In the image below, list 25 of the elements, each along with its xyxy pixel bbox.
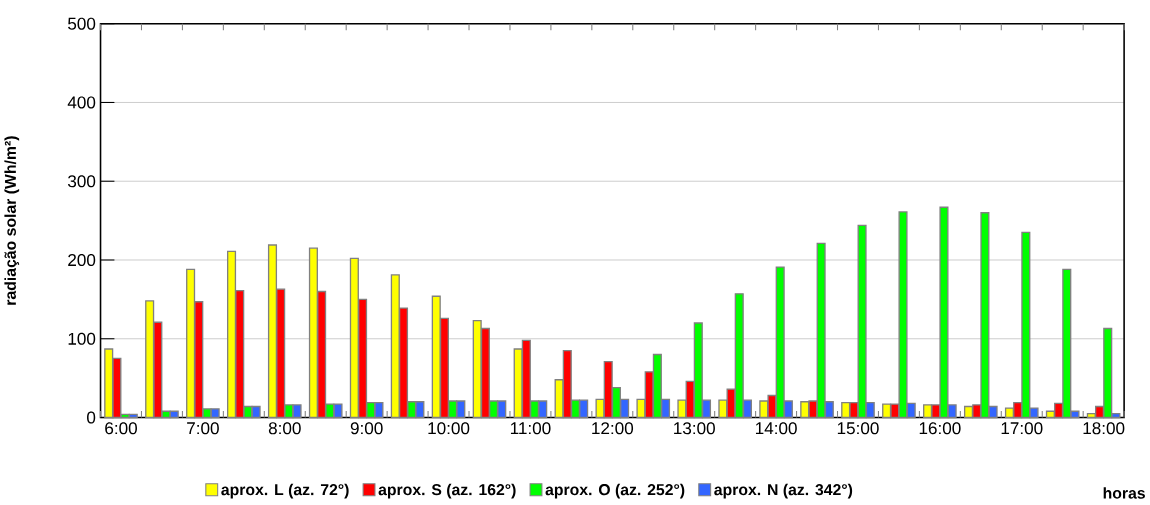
x-tick-label: 7:00 <box>187 421 219 435</box>
legend-label: aprox. S (az. 162°) <box>378 483 516 499</box>
legend-label: aprox. O (az. 252°) <box>545 483 685 499</box>
x-tick-label: 13:00 <box>674 421 715 435</box>
x-tick-label: 6:00 <box>105 421 137 435</box>
y-tick-label: 0 <box>87 411 96 424</box>
y-tick-label: 500 <box>68 17 96 30</box>
y-tick-label: 300 <box>67 174 96 188</box>
x-tick-label: 17:00 <box>1001 421 1043 435</box>
y-tick-label: 400 <box>67 96 96 109</box>
x-tick-label: 16:00 <box>919 421 961 435</box>
x-tick-label: 9:00 <box>350 421 383 435</box>
x-tick-label: 14:00 <box>755 421 797 435</box>
x-tick-label: 11:00 <box>510 421 551 435</box>
y-axis-title: radiação solar (Wh/m²) <box>4 136 20 305</box>
x-tick-label: 15:00 <box>837 421 879 435</box>
y-tick-label: 200 <box>68 253 96 266</box>
legend-label: aprox. N (az. 342°) <box>714 483 853 499</box>
y-tick-label: 100 <box>68 332 96 345</box>
legend-label: aprox. L (az. 72°) <box>221 483 349 499</box>
x-tick-label: 12:00 <box>592 421 634 435</box>
x-tick-label: 8:00 <box>268 421 301 435</box>
x-axis-title: horas <box>1103 486 1145 499</box>
x-tick-label: 10:00 <box>428 421 470 435</box>
x-tick-label: 18:00 <box>1083 421 1125 435</box>
